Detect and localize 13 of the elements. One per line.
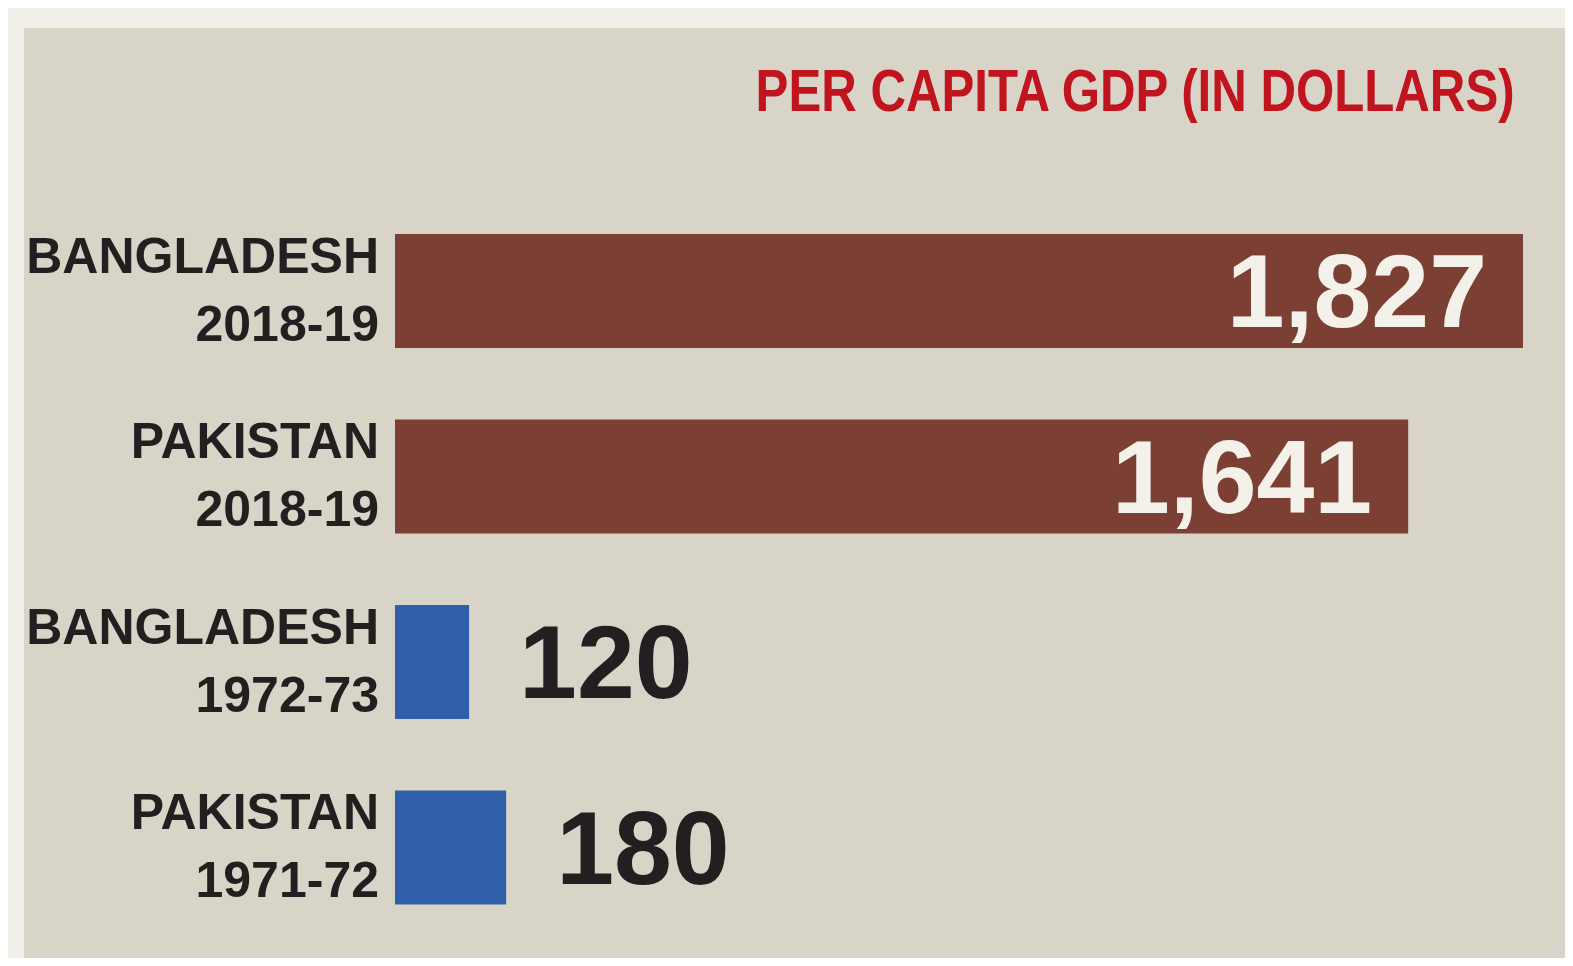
bar — [395, 234, 1523, 348]
y-tick-label: PAKISTAN 1971-72 — [130, 784, 379, 909]
bar — [395, 790, 507, 905]
bar — [395, 605, 470, 719]
y-tick-label: BANGLADESH 1972-73 — [26, 598, 379, 723]
data-label: 180 — [556, 789, 730, 906]
data-label: 1,827 — [1226, 233, 1487, 349]
bar — [395, 419, 1409, 534]
data-label: 120 — [519, 604, 693, 720]
y-tick-label: BANGLADESH 2018-19 — [26, 227, 379, 352]
data-label: 1,641 — [1111, 418, 1373, 535]
chart-title: PER CAPITA GDP (IN DOLLARS) — [756, 56, 1515, 125]
y-tick-label: PAKISTAN 2018-19 — [130, 413, 379, 538]
